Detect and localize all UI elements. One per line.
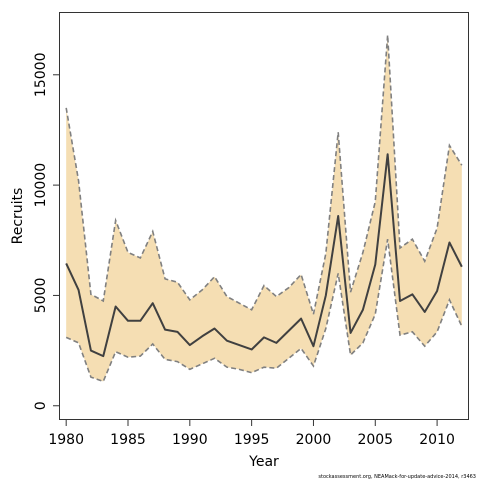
x-tick-label: 1995: [234, 432, 270, 448]
credit-text: stockassessment.org, NEAMack-for-update-…: [318, 474, 476, 480]
x-tick-label: 1990: [172, 432, 208, 448]
x-tick-label: 2000: [296, 432, 332, 448]
y-axis-title: Recruits: [10, 188, 26, 245]
x-axis-title: Year: [248, 454, 279, 470]
x-tick-label: 2010: [419, 432, 455, 448]
x-tick-label: 2005: [357, 432, 393, 448]
y-tick-label: 0: [33, 401, 49, 410]
x-tick-label: 1980: [48, 432, 84, 448]
upper-bound-line: [65, 35, 463, 315]
plot-frame: [59, 12, 469, 420]
confidence-band: [66, 35, 462, 382]
x-tick-label: 1985: [110, 432, 146, 448]
plot-area: [65, 35, 463, 383]
y-tick-label: 15000: [33, 53, 49, 98]
y-tick-label: 5000: [33, 278, 49, 314]
y-tick-label: 10000: [33, 163, 49, 208]
lower-bound-line: [65, 239, 463, 383]
axes: 1980 1985 1990 1995 2000 2005 2010 0 5000 10000 15…: [33, 53, 455, 448]
estimate-line: [65, 153, 463, 358]
